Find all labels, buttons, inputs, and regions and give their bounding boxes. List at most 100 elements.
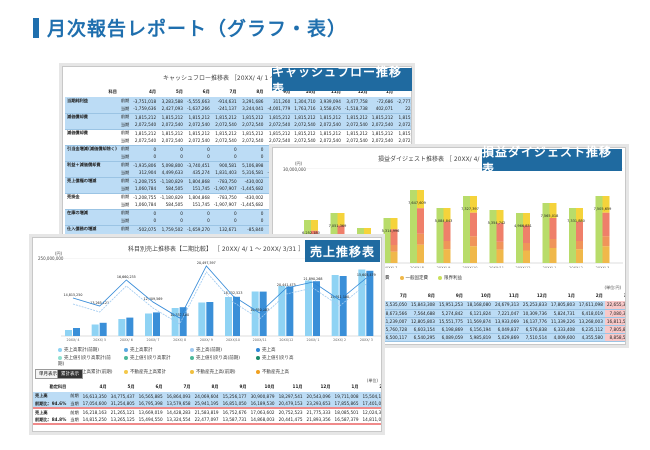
row-label: 利益＋減価償却費 (65, 161, 119, 169)
legend-swatch (124, 355, 128, 360)
column-header: 2月 (361, 382, 381, 392)
row-label: 前期比：84.8% (35, 416, 67, 422)
row-label (65, 153, 119, 162)
table-cell: 18,168,080 (464, 301, 493, 310)
table-row: 8,673,566 7,564,688 5,274,842 6,121,824 7,22… (381, 309, 625, 318)
pl-bar-margin (489, 210, 497, 263)
table-cell: 16,218,163 (82, 410, 107, 415)
table-cell: 16,752,676 (222, 410, 247, 415)
table-cell: 3,244,041 (238, 105, 266, 114)
cumulative-view-button[interactable]: 累計表示 (57, 369, 83, 379)
pl-bar-margin (436, 208, 444, 263)
sales-window-title: 科目別売上推移表【二期比較】 ［ 20XX/ 4/ 1 ～ 20XX/ 3/31… (128, 246, 305, 253)
table-cell: 2,072,540 (395, 137, 411, 146)
pl-table: 7月8月9月10月11月12月1月2月3月期首累計年計15,535,05015,… (381, 291, 625, 342)
sales-bar-prev-cumulative (358, 269, 366, 336)
table-cell: 1,815,212 (188, 130, 210, 136)
table-cell: -72,686 (369, 97, 396, 105)
table-cell: 11,339,226 (548, 317, 577, 326)
sales-bar-cumulative (179, 307, 187, 336)
table-row: 売上高 前期 16,218,163 21,265,121 13,669,019 14,42… (33, 408, 381, 416)
sales-ymax: 250,000,000 (38, 256, 64, 261)
column-header: 6月 (202, 89, 210, 94)
pl-bar-cost (549, 239, 557, 248)
pl-bar-margin (383, 218, 391, 263)
sales-month-label: 20XX/ 2 (333, 338, 346, 342)
table-cell: 0 (131, 217, 159, 226)
legend-item: 売上高累計(前期) (58, 347, 114, 353)
pl-bar-cost (390, 218, 398, 230)
table-cell: 17,805,803 (548, 301, 577, 310)
sales-month-label: 20XX/12 (279, 338, 293, 342)
pl-bar-margin (595, 196, 603, 263)
table-cell: 21,265,121 (110, 410, 135, 415)
sales-bar-prev-cumulative (251, 291, 259, 336)
table-cell: 31,254,805 (108, 400, 137, 408)
row-label (65, 121, 119, 130)
sales-point-label: 21,890,268 (304, 277, 323, 281)
table-cell: 1,759,502 (158, 225, 185, 233)
table-cell: 6,156,194 (464, 325, 493, 334)
row-label: 売上高 (35, 409, 48, 415)
pl-bar-margin (542, 203, 550, 263)
pl-bar-cost (417, 233, 424, 245)
row-label (65, 185, 119, 194)
sales-point-label: 20,441,475 (277, 283, 296, 287)
table-cell: 14,811,000 (362, 417, 382, 422)
heading-accent-bar (33, 17, 39, 38)
table-cell: 2,072,540 (158, 137, 185, 146)
legend-label: 一般固定費 (405, 276, 429, 281)
table-cell: 1,815,212 (184, 113, 212, 121)
sales-point-label: 13,265,121 (90, 301, 109, 305)
column-header: 10月 (480, 293, 491, 298)
table-cell: 13,933,069 (492, 317, 521, 326)
pl-bar-cost (496, 249, 504, 263)
table-cell: 当期 (68, 400, 81, 408)
table-cell: -1,518,738 (342, 105, 370, 114)
table-cell: 19,711,008 (332, 392, 361, 400)
legend-swatch (58, 347, 62, 352)
legend-label: 売上値引戻り高累計 (130, 356, 171, 361)
pl-unit-right: (単位:円) (604, 285, 621, 290)
legend-swatch (256, 347, 260, 352)
table-cell: 2,072,540 (317, 137, 343, 146)
table-cell: -783,750 (211, 177, 239, 185)
table-row: 6,500,117 6,540,295 6,089,059 5,985,819 5,02… (381, 333, 625, 342)
pl-bar-cost (523, 250, 530, 263)
table-row: 前期比：94.6% 当期 17,054,600 31,254,805 16,795,39… (33, 400, 381, 408)
table-cell: -241,137 (211, 105, 239, 114)
table-cell: 7,510,514 (520, 333, 549, 342)
row-label: 減価償却費 (65, 113, 119, 121)
sales-chart: 14,815,250 20XX/ 4 13,265,121 20XX/ 5 16,660… (61, 258, 381, 342)
table-cell: 16,137,776 (520, 317, 549, 326)
table-cell: -502,075 (131, 225, 159, 233)
table-cell: 4,355,580 (576, 333, 605, 342)
sales-month-label: 20XX/ 4 (67, 338, 80, 342)
pl-bar-cost (549, 203, 557, 218)
column-header: 1月 (351, 384, 359, 389)
table-cell: 2,072,540 (211, 137, 239, 146)
table-cell: 6,418,019 (576, 309, 605, 318)
table-cell: 0 (238, 153, 266, 162)
table-row: 前期比：84.8% 当期 14,815,250 13,265,125 15,494,55… (33, 416, 382, 424)
table-cell: 2,072,540 (292, 137, 318, 146)
pl-badge: 損益ダイジェスト推移表 (482, 145, 622, 176)
column-header: 7月 (183, 384, 191, 389)
legend-swatch (399, 275, 404, 280)
table-cell: 0 (211, 145, 239, 153)
table-cell: 5,274,842 (436, 309, 465, 318)
row-label (65, 105, 119, 114)
page-heading: 月次報告レポート（グラフ・表） (33, 14, 347, 41)
sales-month-label: 20XX/ 1 (307, 338, 320, 342)
table-cell: 6,198,869 (436, 325, 465, 334)
column-header: 12月 (320, 384, 331, 389)
table-cell: 5,098,800 (158, 161, 185, 169)
pl-bar-cost (470, 246, 477, 263)
table-cell: 1,804,868 (184, 177, 212, 185)
table-cell: 1,815,212 (134, 130, 157, 136)
table-cell: 0 (184, 145, 212, 153)
row-label: 在庫の増減 (65, 209, 119, 217)
column-header (68, 382, 80, 392)
table-cell: 0 (131, 153, 159, 162)
table-cell: 3,291,686 (238, 97, 266, 105)
